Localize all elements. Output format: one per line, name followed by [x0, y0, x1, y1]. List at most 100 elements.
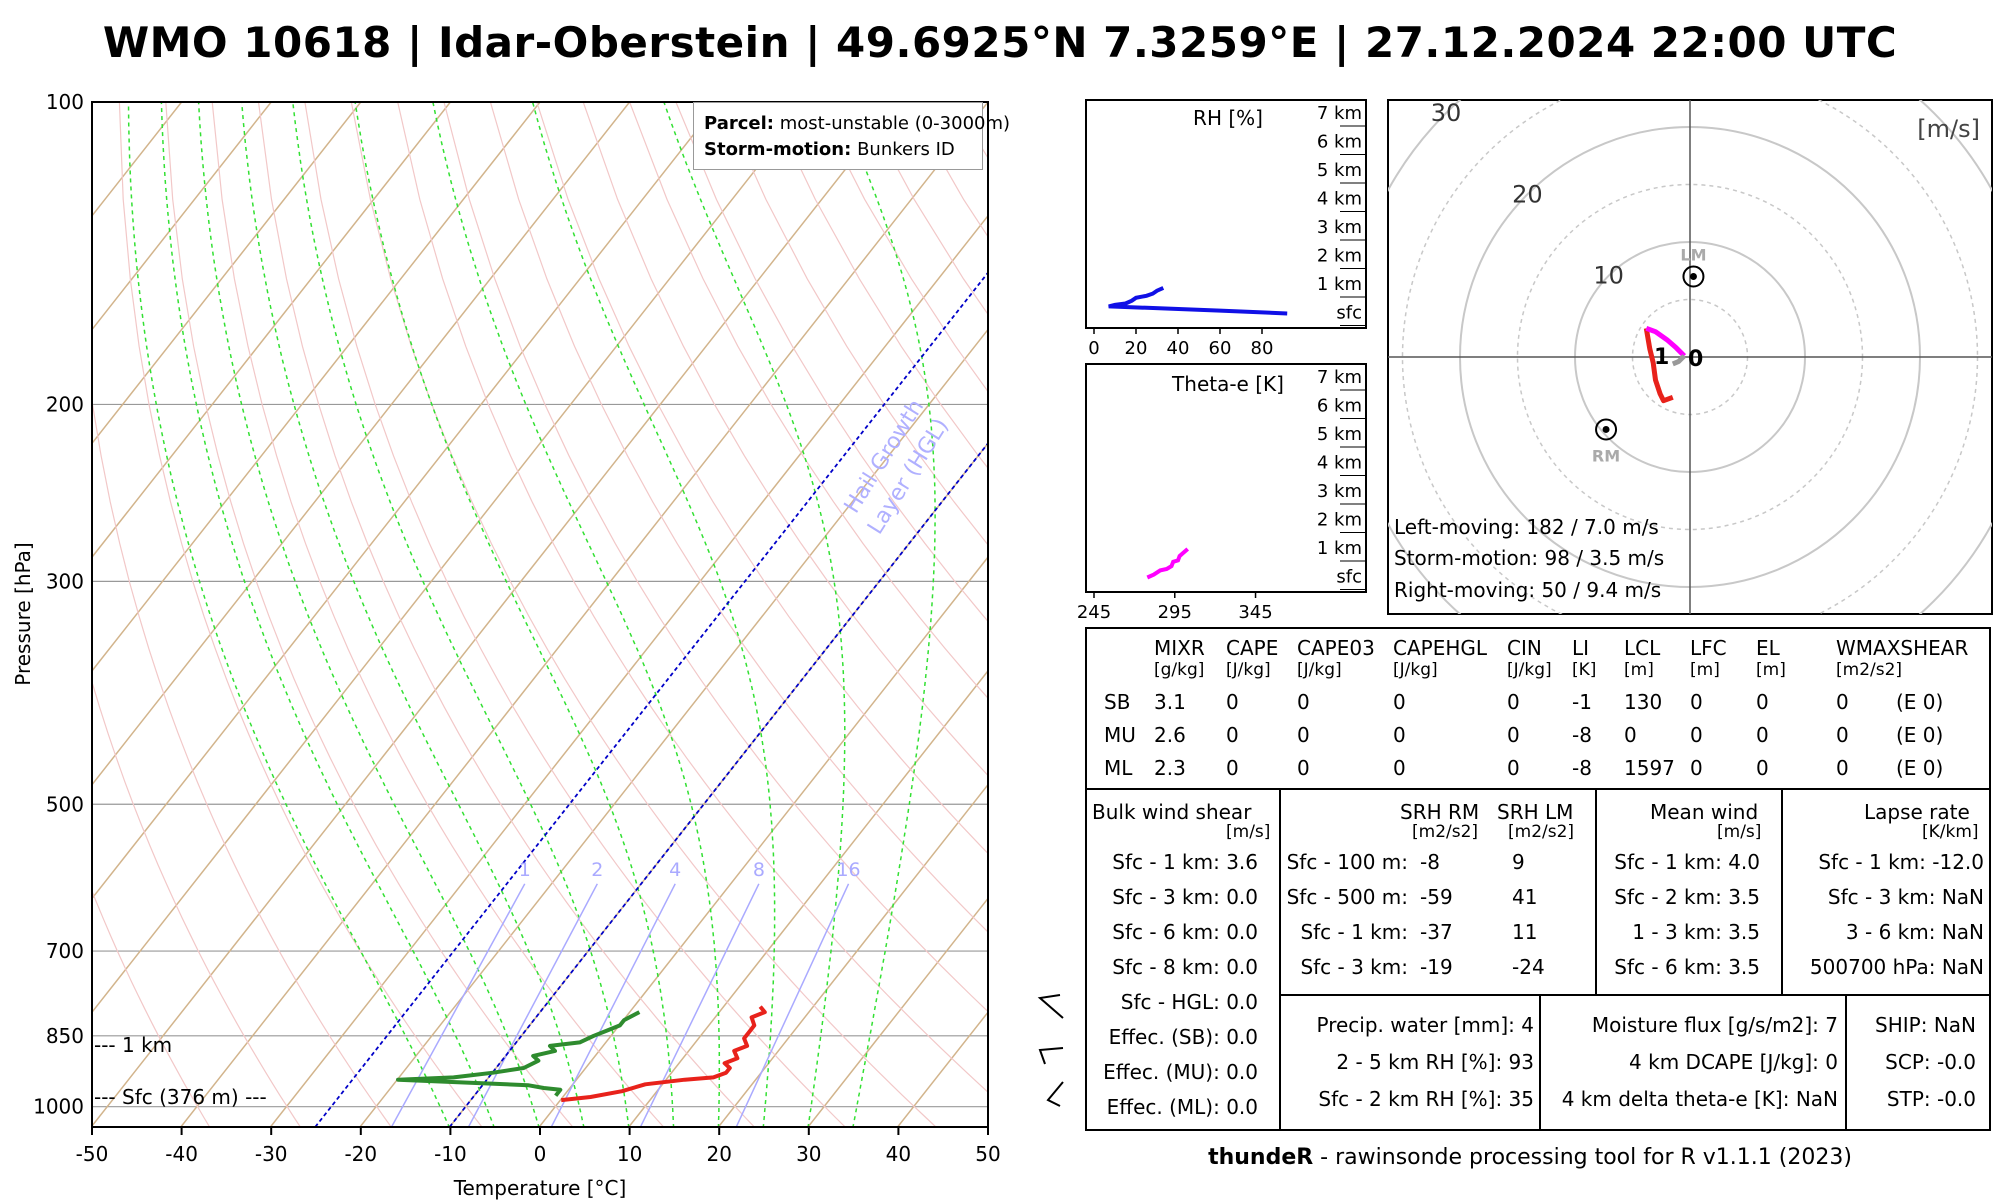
pressure-tick-label: 500 [46, 792, 84, 816]
mean-wind-unit: [m/s] [1717, 822, 1762, 842]
dry-adiabat [92, 396, 392, 1127]
bulk-shear-unit: [m/s] [1226, 822, 1271, 842]
hodo-1-3km-line [1645, 325, 1687, 358]
temp-tick-label: -10 [434, 1142, 467, 1166]
hodo-marker-label: RM [1592, 446, 1620, 465]
srh-rm-value: -59 [1420, 885, 1453, 909]
bulk-shear-row: Effec. (ML): 0.0 [1106, 1095, 1258, 1119]
moist-adiabat [160, 102, 495, 1127]
mixing-ratio-label: 2 [591, 859, 603, 881]
bulk-shear-row: Sfc - 3 km: 0.0 [1112, 885, 1258, 909]
temp-tick-label: -30 [255, 1142, 288, 1166]
legend-storm-value: Bunkers ID [857, 139, 955, 160]
wind-barb [1046, 1081, 1064, 1107]
mean-wind-row: Sfc - 2 km: 3.5 [1614, 885, 1760, 909]
height-label: 7 km [1317, 103, 1362, 124]
misc-param: Sfc - 2 km RH [%]: 35 [1318, 1087, 1534, 1111]
mixing-ratio-label: 8 [753, 859, 765, 881]
pressure-tick-label: 200 [46, 392, 84, 416]
height-label: sfc [1336, 567, 1362, 588]
param-unit: [J/kg] [1226, 660, 1271, 680]
param-header-li: LI [1572, 636, 1590, 660]
srh-lm-header: SRH LM [1497, 800, 1574, 824]
srh-rm-value: -19 [1420, 955, 1453, 979]
param-cell: 0 [1226, 756, 1239, 780]
dry-adiabat [629, 102, 988, 700]
x-tick-label: 0 [1088, 338, 1099, 359]
param-cell: -8 [1572, 723, 1592, 747]
temp-tick-label: -50 [76, 1142, 109, 1166]
lapse-rate-row: 500700 hPa: NaN [1809, 955, 1984, 979]
legend-storm-label: Storm-motion: [704, 139, 852, 160]
mean-wind-title: Mean wind [1650, 800, 1759, 824]
height-label: 6 km [1317, 132, 1362, 153]
dry-adiabat [257, 102, 756, 1127]
height-label: 6 km [1317, 396, 1362, 417]
height-label: 1 km [1317, 538, 1362, 559]
misc-index: SCP: -0.0 [1885, 1050, 1976, 1074]
param-cell: 0 [1297, 756, 1310, 780]
dry-adiabat [350, 102, 937, 1127]
hodo-marker-dot [1689, 273, 1697, 280]
pressure-tick-label: 300 [46, 569, 84, 593]
dry-adiabat [211, 102, 665, 1127]
param-cell: 0 [1507, 690, 1520, 714]
param-cell: 0 [1507, 723, 1520, 747]
srh-row-label: Sfc - 100 m: [1286, 850, 1408, 874]
height-marker-1km: --- 1 km [94, 1033, 172, 1057]
isotherm [92, 102, 631, 786]
param-header-cape03: CAPE03 [1297, 636, 1375, 660]
isotherm [92, 102, 272, 331]
misc-param: 4 km DCAPE [J/kg]: 0 [1629, 1050, 1838, 1074]
x-tick-label: 345 [1238, 602, 1272, 623]
x-tick-label: 80 [1251, 338, 1274, 359]
param-header-lfc: LFC [1690, 636, 1727, 660]
dry-adiabat [536, 102, 988, 855]
mixing-ratio-line [550, 883, 676, 1127]
footer-brand: thundeR [1208, 1145, 1314, 1170]
wind-barb [1037, 994, 1064, 1019]
height-label: sfc [1336, 303, 1362, 324]
misc-param: 2 - 5 km RH [%]: 93 [1336, 1050, 1534, 1074]
param-header-el: EL [1756, 636, 1780, 660]
param-cell: 0 [1690, 756, 1703, 780]
mixing-ratio-label: 1 [519, 859, 531, 881]
bulk-shear-row: Effec. (MU): 0.0 [1103, 1060, 1258, 1084]
hgl-isotherm [448, 441, 988, 1127]
param-cell: (E 0) [1896, 690, 1944, 714]
lapse-rate-row: 3 - 6 km: NaN [1845, 920, 1984, 944]
param-cell: 0 [1226, 690, 1239, 714]
isotherm [92, 102, 720, 900]
temp-tick-label: 10 [617, 1142, 642, 1166]
srh-lm-value: 11 [1512, 920, 1538, 944]
legend-parcel-value: most-unstable (0-3000m) [779, 113, 1011, 134]
isotherm [92, 102, 541, 673]
dry-adiabat [304, 102, 847, 1127]
hodo-upper-line [1671, 354, 1687, 367]
theta-e-title: Theta-e [K] [1171, 372, 1284, 396]
rh-title: RH [%] [1193, 106, 1263, 130]
srh-row-label: Sfc - 500 m: [1286, 885, 1408, 909]
moist-adiabat [240, 102, 585, 1127]
footer: thundeR - rawinsonde processing tool for… [1080, 1145, 1980, 1170]
dry-adiabat [721, 102, 988, 546]
temp-tick-label: 20 [706, 1142, 731, 1166]
dewpoint-line [396, 1010, 641, 1097]
rh-line [1108, 286, 1288, 316]
param-cell: 2.3 [1154, 756, 1186, 780]
height-label: 5 km [1317, 160, 1362, 181]
hodo-0-1km-line [1643, 327, 1674, 404]
hodo-marker-dot [1602, 425, 1610, 433]
param-unit: [m2/s2] [1836, 660, 1903, 680]
mean-wind-row: Sfc - 1 km: 4.0 [1614, 850, 1760, 874]
param-cell: (E 0) [1896, 756, 1944, 780]
hodo-marker-label: LM [1680, 246, 1706, 265]
mixing-ratio-line [735, 883, 850, 1127]
pressure-tick-label: 100 [46, 90, 84, 114]
skewt-legend: Parcel: most-unstable (0-3000m) Storm-mo… [693, 102, 1010, 170]
param-cell: 0 [1297, 723, 1310, 747]
hodo-ring-label: 10 [1593, 262, 1624, 290]
param-row-name: SB [1104, 690, 1131, 714]
